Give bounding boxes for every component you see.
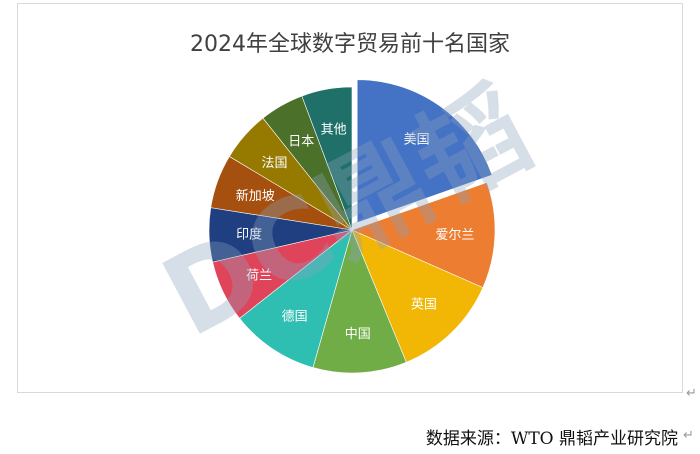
pie-slice xyxy=(239,229,353,368)
slice-label: 爱尔兰 xyxy=(435,228,474,243)
slice-label: 美国 xyxy=(404,133,430,148)
pie-slice xyxy=(351,229,484,363)
return-mark-icon: ↵ xyxy=(686,386,697,401)
slice-label: 其他 xyxy=(321,123,347,138)
source-note: 数据来源：WTO 鼎韬产业研究院 xyxy=(425,429,678,449)
pie-slice xyxy=(301,86,353,231)
chart-title: 2024年全球数字贸易前十名国家 xyxy=(190,32,510,57)
chart-area xyxy=(17,3,683,393)
pie-slice xyxy=(312,229,407,374)
slice-label: 日本 xyxy=(288,134,314,149)
return-mark-icon: ↵ xyxy=(683,428,694,443)
slice-label: 英国 xyxy=(411,298,437,313)
slice-label: 印度 xyxy=(236,227,262,243)
slice-label: 法国 xyxy=(262,156,288,171)
pie-slice xyxy=(356,79,493,224)
slice-label: 荷兰 xyxy=(246,268,272,283)
slice-label: 新加坡 xyxy=(236,188,275,204)
slice-label: 中国 xyxy=(345,327,371,342)
pie-slice xyxy=(351,182,496,289)
slice-label: 德国 xyxy=(282,310,308,325)
